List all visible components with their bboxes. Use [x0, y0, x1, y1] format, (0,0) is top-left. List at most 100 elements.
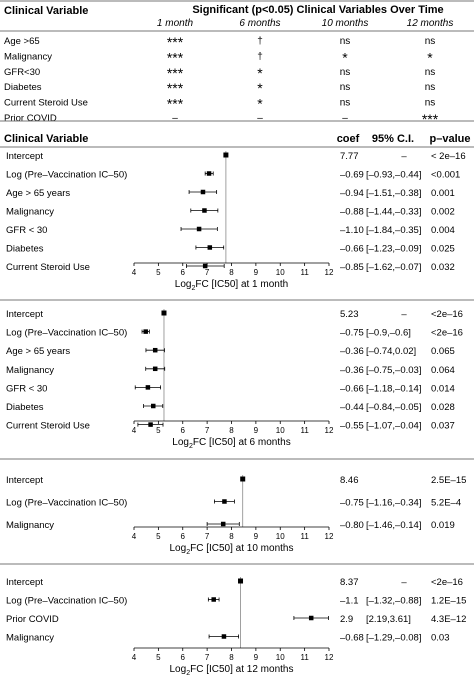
estimate-marker	[207, 245, 213, 250]
coef-value: –0.44	[340, 402, 364, 413]
coef-value: –1.1	[340, 596, 359, 607]
summary-row-label: Malignancy	[4, 51, 52, 62]
coef-value: –0.85	[340, 262, 364, 273]
summary-row-label: Age >65	[4, 36, 40, 47]
estimate-marker	[196, 226, 202, 232]
ci-value: [–1.51,–0.38]	[366, 188, 421, 199]
coef-value: –0.36	[340, 346, 364, 357]
row-label: Diabetes	[6, 244, 44, 255]
estimate-marker	[202, 263, 208, 269]
estimate-marker	[143, 329, 148, 334]
x-tick-label: 8	[229, 268, 234, 277]
coef-value: –0.69	[340, 170, 364, 181]
p-value: 0.004	[431, 225, 455, 236]
x-tick-label: 12	[325, 653, 334, 662]
row-label: Current Steroid Use	[6, 421, 90, 432]
forest-header-label: Clinical Variable	[4, 133, 88, 145]
coef-value: 8.37	[340, 577, 359, 588]
ci-value: [–1.46,–0.14]	[366, 520, 421, 531]
ci-value: –	[401, 151, 407, 162]
estimate-marker	[161, 310, 167, 316]
ci-value: [–1.16,–0.34]	[366, 498, 421, 509]
summary-cell: †	[257, 36, 263, 47]
x-tick-label: 8	[229, 426, 234, 435]
x-tick-label: 10	[276, 426, 285, 435]
ci-value: [–0.74,0.02]	[366, 346, 416, 357]
coef-value: –0.75	[340, 498, 364, 509]
estimate-marker	[211, 597, 216, 602]
summary-cell: ns	[425, 67, 436, 78]
x-tick-label: 11	[300, 532, 309, 541]
p-value: 1.2E–15	[431, 596, 466, 607]
p-value: 0.064	[431, 365, 455, 376]
coef-value: 2.9	[340, 614, 353, 625]
ci-value: [–1.23,–0.09]	[366, 244, 421, 255]
row-label: Intercept	[6, 475, 43, 486]
x-tick-label: 6	[181, 426, 186, 435]
x-tick-label: 9	[254, 426, 259, 435]
forest-header-ci: 95% C.I.	[372, 133, 414, 145]
row-label: Malignancy	[6, 365, 54, 376]
x-tick-label: 7	[205, 653, 210, 662]
row-label: Intercept	[6, 151, 43, 162]
row-label: Log (Pre–Vaccination IC–50)	[6, 170, 127, 181]
summary-header-title: Significant (p<0.05) Clinical Variables …	[192, 4, 443, 16]
x-tick-label: 5	[156, 268, 161, 277]
x-tick-label: 12	[325, 268, 334, 277]
forest-panel-3: Intercept 8.46 2.5E–15 Log (Pre–Vaccination…	[0, 475, 474, 565]
x-tick-label: 10	[276, 653, 285, 662]
summary-cell: ***	[422, 111, 439, 127]
row-label: Prior COVID	[6, 614, 59, 625]
estimate-marker	[202, 208, 207, 213]
forest-panel-2: Intercept 5.23 – <2e–16 Log (Pre–Vaccination…	[0, 309, 474, 460]
row-label: GFR < 30	[6, 383, 47, 394]
timepoint-1: 1 month	[157, 18, 194, 29]
ci-value: [–0.84,–0.05]	[366, 402, 421, 413]
p-value: 2.5E–15	[431, 475, 466, 486]
summary-cell: ***	[167, 80, 184, 96]
x-tick-label: 12	[325, 426, 334, 435]
summary-cell: *	[427, 49, 433, 65]
ci-value: [–1.07,–0.04]	[366, 421, 421, 432]
x-tick-label: 7	[205, 532, 210, 541]
x-tick-label: 9	[254, 532, 259, 541]
coef-value: 7.77	[340, 151, 359, 162]
x-tick-label: 4	[132, 268, 137, 277]
x-tick-label: 8	[229, 532, 234, 541]
p-value: 0.03	[431, 633, 450, 644]
estimate-marker	[152, 347, 158, 353]
row-label: Age > 65 years	[6, 188, 70, 199]
x-axis-label: Log2FC [IC50] at 6 months	[172, 437, 290, 450]
estimate-marker	[145, 385, 151, 390]
x-tick-label: 5	[156, 653, 161, 662]
summary-cell: ns	[425, 82, 436, 93]
ci-value: [–0.75,–0.03]	[366, 365, 421, 376]
estimate-marker	[238, 578, 244, 584]
summary-row-label: Diabetes	[4, 82, 42, 93]
x-axis-label: Log2FC [IC50] at 12 months	[170, 664, 294, 677]
estimate-marker	[222, 499, 227, 504]
forest-header-pvalue: p–value	[430, 133, 471, 145]
coef-value: –0.66	[340, 383, 364, 394]
summary-cell: ns	[340, 36, 351, 47]
row-label: Intercept	[6, 309, 43, 320]
ci-value: [–1.62,–0.07]	[366, 262, 421, 273]
summary-cell: ***	[167, 49, 184, 65]
row-label: Age > 65 years	[6, 346, 70, 357]
summary-cell: ns	[425, 98, 436, 109]
x-tick-label: 5	[156, 532, 161, 541]
ci-value: [–0.93,–0.44]	[366, 170, 421, 181]
estimate-marker	[240, 476, 246, 482]
p-value: 0.032	[431, 262, 455, 273]
x-tick-label: 7	[205, 426, 210, 435]
p-value: <2e–16	[431, 328, 463, 339]
ci-value: –	[401, 577, 407, 588]
x-tick-label: 5	[156, 426, 161, 435]
ci-value: [–1.84,–0.35]	[366, 225, 421, 236]
row-label: Log (Pre–Vaccination IC–50)	[6, 498, 127, 509]
coef-value: –0.80	[340, 520, 364, 531]
x-tick-label: 4	[132, 532, 137, 541]
p-value: < 2e–16	[431, 151, 466, 162]
coef-value: –0.66	[340, 244, 364, 255]
